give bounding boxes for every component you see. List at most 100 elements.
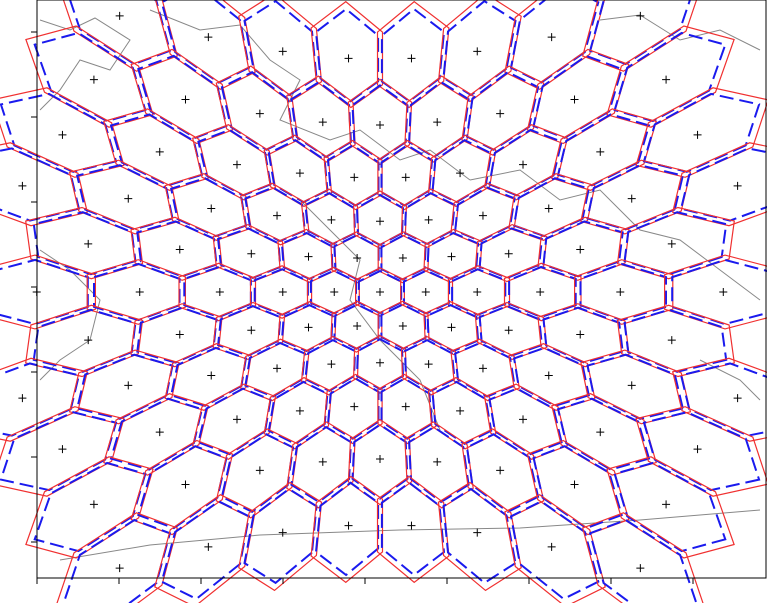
beam-outline-red xyxy=(580,159,692,235)
beam-outline-blue xyxy=(613,461,727,553)
beam-outline-red xyxy=(25,304,144,378)
beam-outline-blue xyxy=(403,338,456,393)
beam-outline-red xyxy=(310,0,384,109)
beam-outline-red xyxy=(352,190,408,250)
beam-outline-red xyxy=(300,188,360,249)
beam-center xyxy=(544,371,553,380)
beam-outline-red xyxy=(154,494,256,603)
beam-outline-red xyxy=(249,265,313,319)
beam-center xyxy=(350,402,359,411)
beam-outline-red xyxy=(404,421,474,509)
beam-outline-red xyxy=(423,301,483,356)
coastline xyxy=(149,9,471,181)
beam-outline-blue xyxy=(542,306,624,364)
beam-outline-blue xyxy=(380,481,446,577)
beam-center xyxy=(596,147,605,156)
coastline xyxy=(59,509,761,561)
beam-center xyxy=(424,215,433,224)
beam-center xyxy=(232,160,241,169)
beam-outline-red xyxy=(330,231,383,284)
beam-outline-red xyxy=(508,343,596,411)
beam-outline-red xyxy=(0,357,89,442)
beam-center xyxy=(667,336,676,345)
beam-outline-blue xyxy=(532,445,623,530)
beam-outline-red xyxy=(606,456,735,559)
beam-outline-red xyxy=(263,376,333,450)
beam-center xyxy=(255,466,264,475)
beam-center xyxy=(519,415,528,424)
beam-outline-blue xyxy=(556,397,651,471)
beam-outline-red xyxy=(474,223,548,283)
beam-outline-blue xyxy=(351,423,409,500)
beam-center xyxy=(667,239,676,248)
beam-center xyxy=(207,204,216,213)
beam-center xyxy=(84,336,93,345)
beam-outline-blue xyxy=(488,387,563,456)
beam-outline-red xyxy=(581,512,704,603)
beam-center xyxy=(733,394,742,403)
beam-center xyxy=(576,245,585,254)
beam-outline-red xyxy=(400,188,460,249)
beam-outline-red xyxy=(504,0,606,90)
beam-outline-red xyxy=(400,266,454,318)
beam-outline-red xyxy=(300,335,360,396)
beam-center xyxy=(181,480,190,489)
beam-outline-red xyxy=(25,25,154,128)
beam-outline-red xyxy=(461,428,545,519)
beam-center xyxy=(433,457,442,466)
beam-outline-red xyxy=(62,0,179,72)
beam-outline-red xyxy=(574,259,674,325)
beam-outline-blue xyxy=(623,211,728,276)
beam-outline-red xyxy=(581,0,698,72)
beam-center xyxy=(330,288,339,296)
beam-center xyxy=(496,466,505,475)
beam-center xyxy=(304,323,313,332)
beam-outline-red xyxy=(130,216,223,281)
beam-outline-red xyxy=(103,393,209,476)
beam-outline-red xyxy=(377,300,430,353)
beam-center xyxy=(204,33,213,42)
beam-outline-red xyxy=(352,334,408,394)
beam-outline-red xyxy=(306,266,360,318)
beam-center xyxy=(401,402,410,411)
beam-center xyxy=(376,120,384,129)
beam-outline-red xyxy=(25,206,144,280)
beam-outline-red xyxy=(508,173,596,241)
beam-outline-red xyxy=(450,182,520,246)
beam-center xyxy=(273,211,282,220)
beam-outline-red xyxy=(240,338,310,402)
beam-center xyxy=(544,204,553,213)
beam-center xyxy=(693,130,702,139)
beam-center xyxy=(519,160,528,169)
beam-outline-red xyxy=(635,87,767,178)
beam-outline-blue xyxy=(408,425,470,504)
beam-outline-red xyxy=(0,406,125,497)
beam-outline-red xyxy=(86,259,186,325)
beam-center xyxy=(636,564,645,573)
beam-center xyxy=(353,321,362,330)
beam-outline-red xyxy=(437,481,522,592)
beam-outline-red xyxy=(423,228,483,283)
beam-outline-red xyxy=(277,228,337,283)
beam-outline-red xyxy=(450,338,520,402)
beam-center xyxy=(504,249,513,258)
beam-outline-red xyxy=(277,301,337,356)
beam-center xyxy=(278,288,287,296)
beam-center xyxy=(273,364,282,373)
beam-outline-red xyxy=(671,142,767,227)
beam-center xyxy=(327,215,336,224)
beam-center xyxy=(84,239,93,248)
beam-outline-red xyxy=(606,25,735,128)
beam-outline-red xyxy=(130,303,223,368)
beam-outline-red xyxy=(215,65,299,156)
beam-outline-red xyxy=(427,376,497,450)
beam-center xyxy=(124,194,133,203)
beam-center xyxy=(733,181,742,190)
beam-outline-red xyxy=(178,262,257,322)
beam-outline-blue xyxy=(314,481,380,577)
beam-outline-red xyxy=(347,78,413,166)
beam-center xyxy=(433,118,442,127)
beam-outline-red xyxy=(330,300,383,353)
beam-center xyxy=(478,364,487,373)
